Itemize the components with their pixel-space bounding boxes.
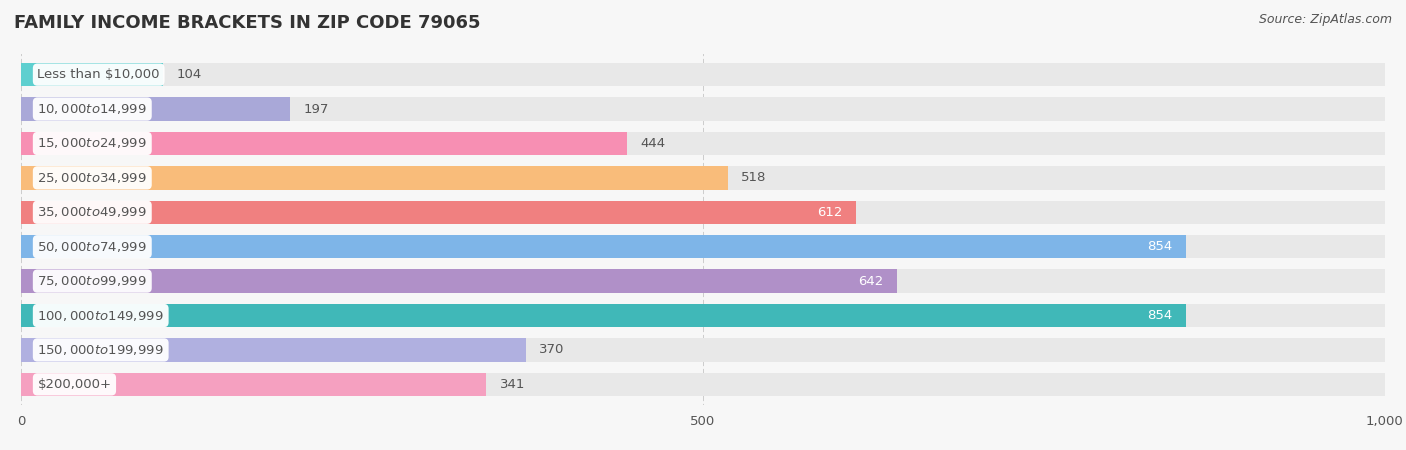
Text: 854: 854: [1147, 240, 1173, 253]
Bar: [21, 235, 1185, 258]
Text: 444: 444: [640, 137, 665, 150]
Bar: [21, 63, 1385, 86]
Text: $10,000 to $14,999: $10,000 to $14,999: [38, 102, 148, 116]
Bar: [21, 373, 1385, 396]
Text: $50,000 to $74,999: $50,000 to $74,999: [38, 240, 148, 254]
Text: $200,000+: $200,000+: [38, 378, 111, 391]
Text: 612: 612: [817, 206, 842, 219]
Text: $150,000 to $199,999: $150,000 to $199,999: [38, 343, 165, 357]
Bar: [21, 166, 727, 189]
Text: 642: 642: [858, 274, 883, 288]
Bar: [21, 270, 1385, 293]
Bar: [21, 97, 290, 121]
Text: $25,000 to $34,999: $25,000 to $34,999: [38, 171, 148, 185]
Text: 197: 197: [304, 103, 329, 116]
Bar: [21, 270, 897, 293]
Text: 518: 518: [741, 171, 766, 184]
Bar: [21, 201, 856, 224]
Bar: [21, 338, 526, 362]
Text: $75,000 to $99,999: $75,000 to $99,999: [38, 274, 148, 288]
Bar: [21, 97, 1385, 121]
Text: Source: ZipAtlas.com: Source: ZipAtlas.com: [1258, 14, 1392, 27]
Bar: [21, 63, 163, 86]
Text: 370: 370: [540, 343, 565, 356]
Bar: [21, 201, 1385, 224]
Text: $100,000 to $149,999: $100,000 to $149,999: [38, 309, 165, 323]
Text: FAMILY INCOME BRACKETS IN ZIP CODE 79065: FAMILY INCOME BRACKETS IN ZIP CODE 79065: [14, 14, 481, 32]
Bar: [21, 132, 627, 155]
Bar: [21, 166, 1385, 189]
Bar: [21, 338, 1385, 362]
Text: Less than $10,000: Less than $10,000: [38, 68, 160, 81]
Text: $15,000 to $24,999: $15,000 to $24,999: [38, 136, 148, 150]
Text: 104: 104: [177, 68, 202, 81]
Text: 341: 341: [499, 378, 526, 391]
Bar: [21, 235, 1385, 258]
Text: 854: 854: [1147, 309, 1173, 322]
Text: $35,000 to $49,999: $35,000 to $49,999: [38, 205, 148, 219]
Bar: [21, 304, 1185, 327]
Bar: [21, 132, 1385, 155]
Bar: [21, 373, 486, 396]
Bar: [21, 304, 1385, 327]
